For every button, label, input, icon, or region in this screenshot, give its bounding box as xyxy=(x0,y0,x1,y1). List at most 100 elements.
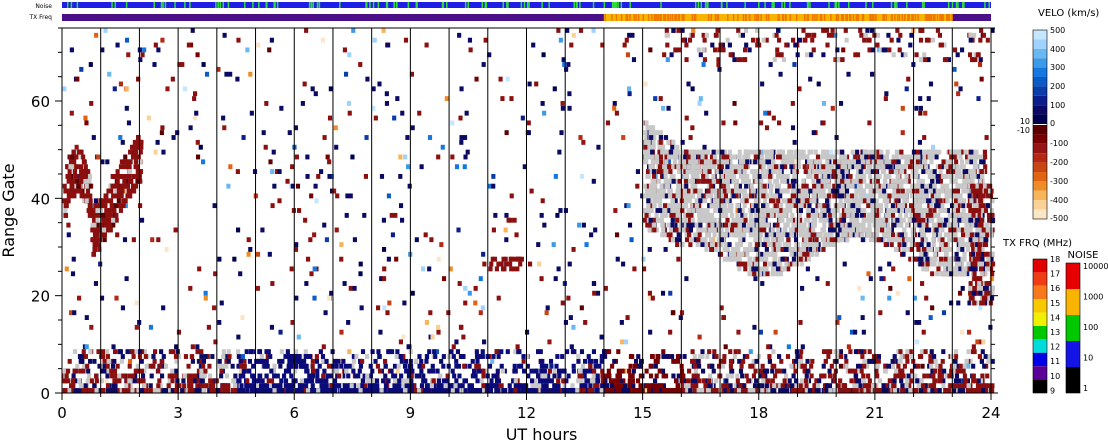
scatter-cell xyxy=(228,164,233,170)
near-range-cell xyxy=(770,378,775,384)
near-range-cell xyxy=(122,373,127,379)
near-range-cell xyxy=(761,373,766,379)
scatter-cell xyxy=(84,344,89,350)
near-range-cell xyxy=(565,388,571,393)
patch-cell xyxy=(509,266,514,272)
tx-freq-tick xyxy=(677,14,680,21)
near-range-cell xyxy=(441,363,446,369)
near-range-cell xyxy=(392,388,397,393)
near-range-cell xyxy=(66,378,71,384)
near-range-cell xyxy=(554,363,559,369)
ionospheric-cell xyxy=(114,212,119,218)
near-range-cell xyxy=(283,378,289,384)
scatter-cell xyxy=(914,320,919,325)
ground-scatter-cell xyxy=(852,232,857,238)
tx-freq-tick xyxy=(657,14,660,21)
scatter-cell xyxy=(732,101,737,106)
near-range-cell xyxy=(285,388,290,393)
scatter-cell xyxy=(647,247,652,252)
scatter-cell xyxy=(386,42,391,48)
near-range-cell xyxy=(728,358,734,364)
near-range-cell xyxy=(943,388,948,393)
scatter-cell xyxy=(309,193,314,199)
scatter-cell xyxy=(96,154,101,160)
scatter-cell xyxy=(792,62,797,67)
scatter-cell xyxy=(289,266,294,272)
near-range-cell xyxy=(201,358,207,364)
ionospheric-cell xyxy=(86,169,91,174)
ground-scatter-cell xyxy=(712,232,717,238)
near-range-cell xyxy=(442,378,447,384)
scatter-cell xyxy=(960,285,965,291)
noise-spike xyxy=(244,2,246,8)
near-range-cell xyxy=(87,373,92,379)
near-range-cell xyxy=(230,363,235,369)
scatter-cell xyxy=(222,125,227,131)
scatter-cell xyxy=(347,349,352,355)
near-range-cell xyxy=(854,383,859,389)
near-range-cell xyxy=(858,383,863,389)
scatter-cell xyxy=(688,135,693,140)
scatter-cell xyxy=(553,174,558,179)
scatter-cell xyxy=(427,266,432,272)
near-range-cell xyxy=(271,368,276,374)
tx-freq-tick xyxy=(778,14,780,21)
near-range-cell xyxy=(472,368,477,374)
near-range-cell xyxy=(191,378,197,384)
near-range-cell xyxy=(105,349,110,355)
scatter-cell xyxy=(504,237,509,243)
scatter-cell xyxy=(853,329,858,335)
scatter-cell xyxy=(358,62,363,67)
patch-cell xyxy=(490,256,495,262)
near-range-cell xyxy=(901,373,906,379)
tx-freq-tick xyxy=(789,14,791,21)
scatter-cell xyxy=(308,237,313,243)
noise-spike xyxy=(386,2,389,8)
near-range-cell xyxy=(157,378,162,384)
near-range-cell xyxy=(112,358,117,364)
near-range-cell xyxy=(572,349,577,355)
near-range-cell xyxy=(657,368,662,374)
near-range-cell xyxy=(120,354,125,359)
ground-scatter-cell xyxy=(727,198,732,204)
ionospheric-cell xyxy=(106,188,111,194)
noise-spike xyxy=(219,2,222,8)
near-range-cell xyxy=(966,388,971,393)
scatter-cell xyxy=(531,42,536,48)
near-range-cell xyxy=(115,378,120,384)
near-range-cell xyxy=(542,368,547,374)
near-range-cell xyxy=(189,383,194,389)
ionospheric-cell xyxy=(138,139,143,145)
ionospheric-cell xyxy=(87,198,92,204)
ionospheric-cell xyxy=(83,178,88,184)
patch-cell xyxy=(515,266,520,272)
tx-freq-tick xyxy=(848,14,851,21)
near-range-cell xyxy=(403,388,408,393)
near-range-cell xyxy=(616,368,621,374)
scatter-cell xyxy=(811,130,816,136)
near-range-cell xyxy=(564,378,569,384)
scatter-cell xyxy=(270,169,275,174)
scatter-cell xyxy=(917,139,922,145)
near-range-cell xyxy=(926,388,931,393)
ionospheric-cell xyxy=(109,198,114,204)
ionospheric-cell xyxy=(66,178,71,184)
scatter-cell xyxy=(615,256,620,262)
scatter-cell xyxy=(529,188,534,194)
near-range-cell xyxy=(360,358,365,364)
ionospheric-cell xyxy=(63,208,68,213)
ground-scatter-cell xyxy=(900,188,905,194)
near-range-cell xyxy=(987,354,992,359)
scatter-cell xyxy=(439,358,444,364)
scatter-cell xyxy=(619,320,624,325)
near-range-cell xyxy=(505,349,510,355)
ground-scatter-cell xyxy=(954,174,959,179)
noise-spike xyxy=(744,2,746,8)
scatter-cell xyxy=(410,125,415,131)
near-range-cell xyxy=(793,358,799,364)
near-range-cell xyxy=(227,354,232,359)
near-range-cell xyxy=(904,383,909,389)
near-range-cell xyxy=(805,368,810,374)
tx-freq-tick xyxy=(901,14,904,21)
tx-freq-tick xyxy=(948,14,951,21)
